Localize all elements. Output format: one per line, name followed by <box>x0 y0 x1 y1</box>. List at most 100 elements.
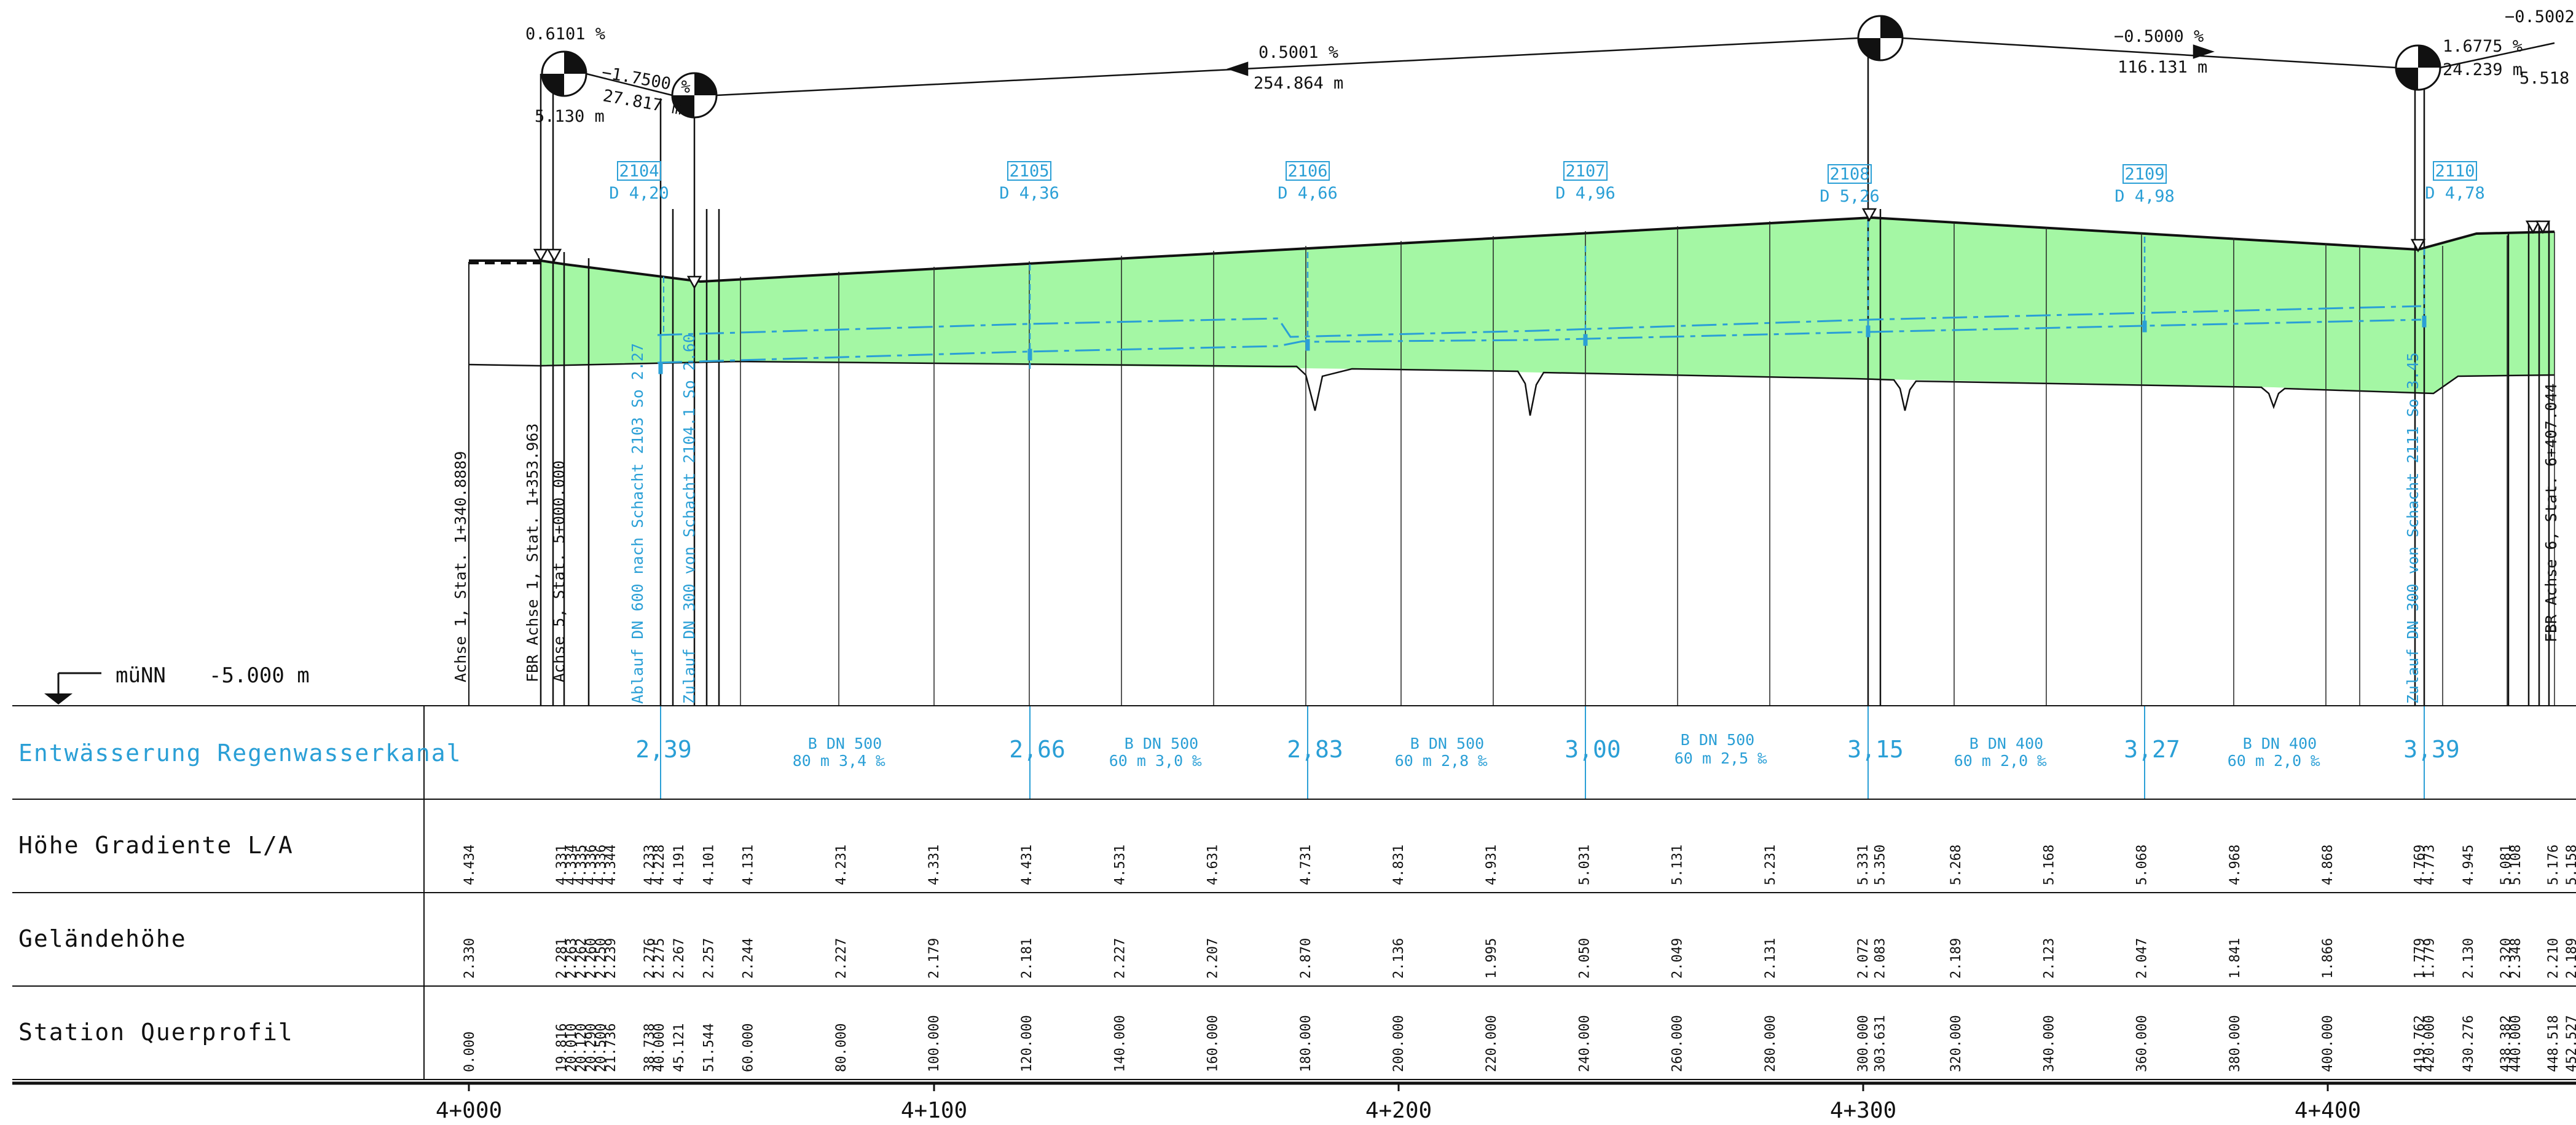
manhole-depth: D 5,26 <box>1820 187 1880 206</box>
gradient-value: 4.331 <box>554 845 570 885</box>
terrain-value: 1.779 <box>2412 938 2427 979</box>
gradient-value: 5.108 <box>2508 845 2524 885</box>
station-value: 380.000 <box>2228 1015 2243 1072</box>
station-value: 45.121 <box>672 1024 687 1072</box>
station-axis: 4+000 4+100 4+200 4+300 4+400 <box>436 1083 2361 1123</box>
invert-depth: 3,27 <box>2124 736 2180 763</box>
gradient-value: 4.868 <box>2320 845 2336 885</box>
manhole-id: 2106 <box>1287 162 1327 181</box>
station-value: 420.000 <box>2422 1015 2437 1072</box>
manhole-label: 2108 D 5,26 <box>1820 164 1880 206</box>
terrain-value: 2.131 <box>1763 938 1778 979</box>
station-value: 120.000 <box>1019 1015 1035 1072</box>
pipe-type: B DN 500 <box>1410 735 1484 752</box>
axis-tick-label: 4+400 <box>2295 1098 2361 1123</box>
gradient-value: 5.231 <box>1763 845 1778 885</box>
manhole-depth: D 4,98 <box>2115 187 2175 206</box>
gradient-value: 4.945 <box>2461 845 2476 885</box>
gradient-value: 5.350 <box>1872 845 1888 885</box>
terrain-value: 2.276 <box>642 938 658 979</box>
vertical-notes: Achse 1, Stat. 1+340.8889 FBR Achse 1, S… <box>452 334 2560 704</box>
gradient-value: 4.434 <box>462 845 477 885</box>
terrain-value: 2.267 <box>672 938 687 979</box>
gradient-value: 4.631 <box>1206 845 1221 885</box>
grade-len: 5.130 m <box>535 107 605 126</box>
station-value: 448.518 <box>2546 1015 2561 1072</box>
terrain-value: 2.210 <box>2546 938 2561 979</box>
terrain-value: 2.239 <box>603 938 619 979</box>
pipe-spec: 60 m 2,8 ‰ <box>1395 752 1488 770</box>
terrain-value: 2.262 <box>574 938 589 979</box>
grade-pct: −0.5002 <box>2505 7 2575 26</box>
station-value: 200.000 <box>1391 1015 1407 1072</box>
manhole-depth: D 4,78 <box>2425 184 2485 203</box>
terrain-value: 1.779 <box>2422 938 2437 979</box>
pipe-type: B DN 500 <box>1681 731 1754 749</box>
terrain-value: 2.870 <box>1298 938 1314 979</box>
manhole-depth: D 4,66 <box>1278 184 1338 203</box>
gradient-value: 5.331 <box>1856 845 1871 885</box>
pipe-section-labels: B DN 500 80 m 3,4 ‰ B DN 500 60 m 3,0 ‰ … <box>793 731 2320 770</box>
manhole-id: 2108 <box>1829 165 1869 184</box>
manhole-id: 2105 <box>1009 162 1049 181</box>
row-title-entwaesserung: Entwässerung Regenwasserkanal <box>18 740 461 767</box>
gradient-value: 5.068 <box>2135 845 2150 885</box>
manhole-labels: 2104 D 4,20 2105 D 4,36 2106 D 4,66 2107… <box>609 161 2485 206</box>
grade-len: 254.864 m <box>1254 74 1343 93</box>
gradient-value: 4.831 <box>1391 845 1407 885</box>
station-value: 38.738 <box>642 1024 658 1072</box>
gradient-value: 4.228 <box>652 845 667 885</box>
grade-pct: 1.6775 % <box>2443 37 2523 56</box>
gradient-value: 4.344 <box>603 845 619 885</box>
pipe-spec: 60 m 2,0 ‰ <box>1954 752 2047 770</box>
terrain-value: 1.866 <box>2320 938 2336 979</box>
manhole-depth: D 4,96 <box>1555 184 1616 203</box>
gradient-value: 4.769 <box>2412 845 2427 885</box>
manhole-depth: D 4,20 <box>609 184 669 203</box>
invert-depth: 2,66 <box>1009 736 1066 763</box>
terrain-value: 2.189 <box>2564 938 2576 979</box>
gradient-value: 4.231 <box>834 845 849 885</box>
station-value: 400.000 <box>2320 1015 2336 1072</box>
terrain-value: 2.181 <box>1019 938 1035 979</box>
station-value: 320.000 <box>1949 1015 1964 1072</box>
gradient-value: 5.081 <box>2499 845 2514 885</box>
terrain-value: 2.047 <box>2135 938 2150 979</box>
note-achse-1: Achse 1, Stat. 1+340.8889 <box>452 451 469 682</box>
invert-depth: 3,39 <box>2403 736 2460 763</box>
terrain-value: 2.227 <box>1112 938 1128 979</box>
station-value: 80.000 <box>834 1024 849 1072</box>
invert-depth: 2,39 <box>635 736 692 763</box>
manhole-lines <box>540 43 2550 706</box>
manhole-label: 2110 D 4,78 <box>2425 161 2485 203</box>
station-value: 419.762 <box>2412 1015 2427 1072</box>
pipe-spec: 60 m 2,5 ‰ <box>1675 749 1767 767</box>
gradient-value: 4.335 <box>574 845 589 885</box>
pipe-profile <box>657 221 2427 799</box>
grade-pct: 0.5001 % <box>1259 43 1338 62</box>
terrain-value: 2.189 <box>1949 938 1964 979</box>
pipe-type: B DN 400 <box>2243 735 2317 752</box>
grade-vertex-symbols <box>541 15 2441 119</box>
station-value: 340.000 <box>2041 1015 2057 1072</box>
gradient-value: 4.191 <box>672 845 687 885</box>
station-value: 280.000 <box>1763 1015 1778 1072</box>
terrain-value: 2.123 <box>2041 938 2057 979</box>
terrain-value: 2.083 <box>1872 938 1888 979</box>
gradient-value: 4.731 <box>1298 845 1314 885</box>
gradient-value: 4.531 <box>1112 845 1128 885</box>
manhole-depth: D 4,36 <box>999 184 1059 203</box>
station-value: 60.000 <box>741 1024 756 1072</box>
pipe-spec: 60 m 2,0 ‰ <box>2228 752 2320 770</box>
row-title-gradiente: Höhe Gradiente L/A <box>18 832 294 859</box>
grade-len: 5.518 <box>2519 69 2569 88</box>
pipe-type: B DN 500 <box>1125 735 1198 752</box>
gradient-value: 4.131 <box>741 845 756 885</box>
terrain-value: 2.281 <box>554 938 570 979</box>
terrain-value: 2.330 <box>462 938 477 979</box>
manhole-label: 2106 D 4,66 <box>1278 161 1338 203</box>
band-frame <box>12 705 2576 1085</box>
drainage-band: 2,39 2,66 2,83 3,00 3,15 3,27 3,39 <box>635 736 2460 763</box>
gradient-value: 4.431 <box>1019 845 1035 885</box>
terrain-value: 2.227 <box>834 938 849 979</box>
